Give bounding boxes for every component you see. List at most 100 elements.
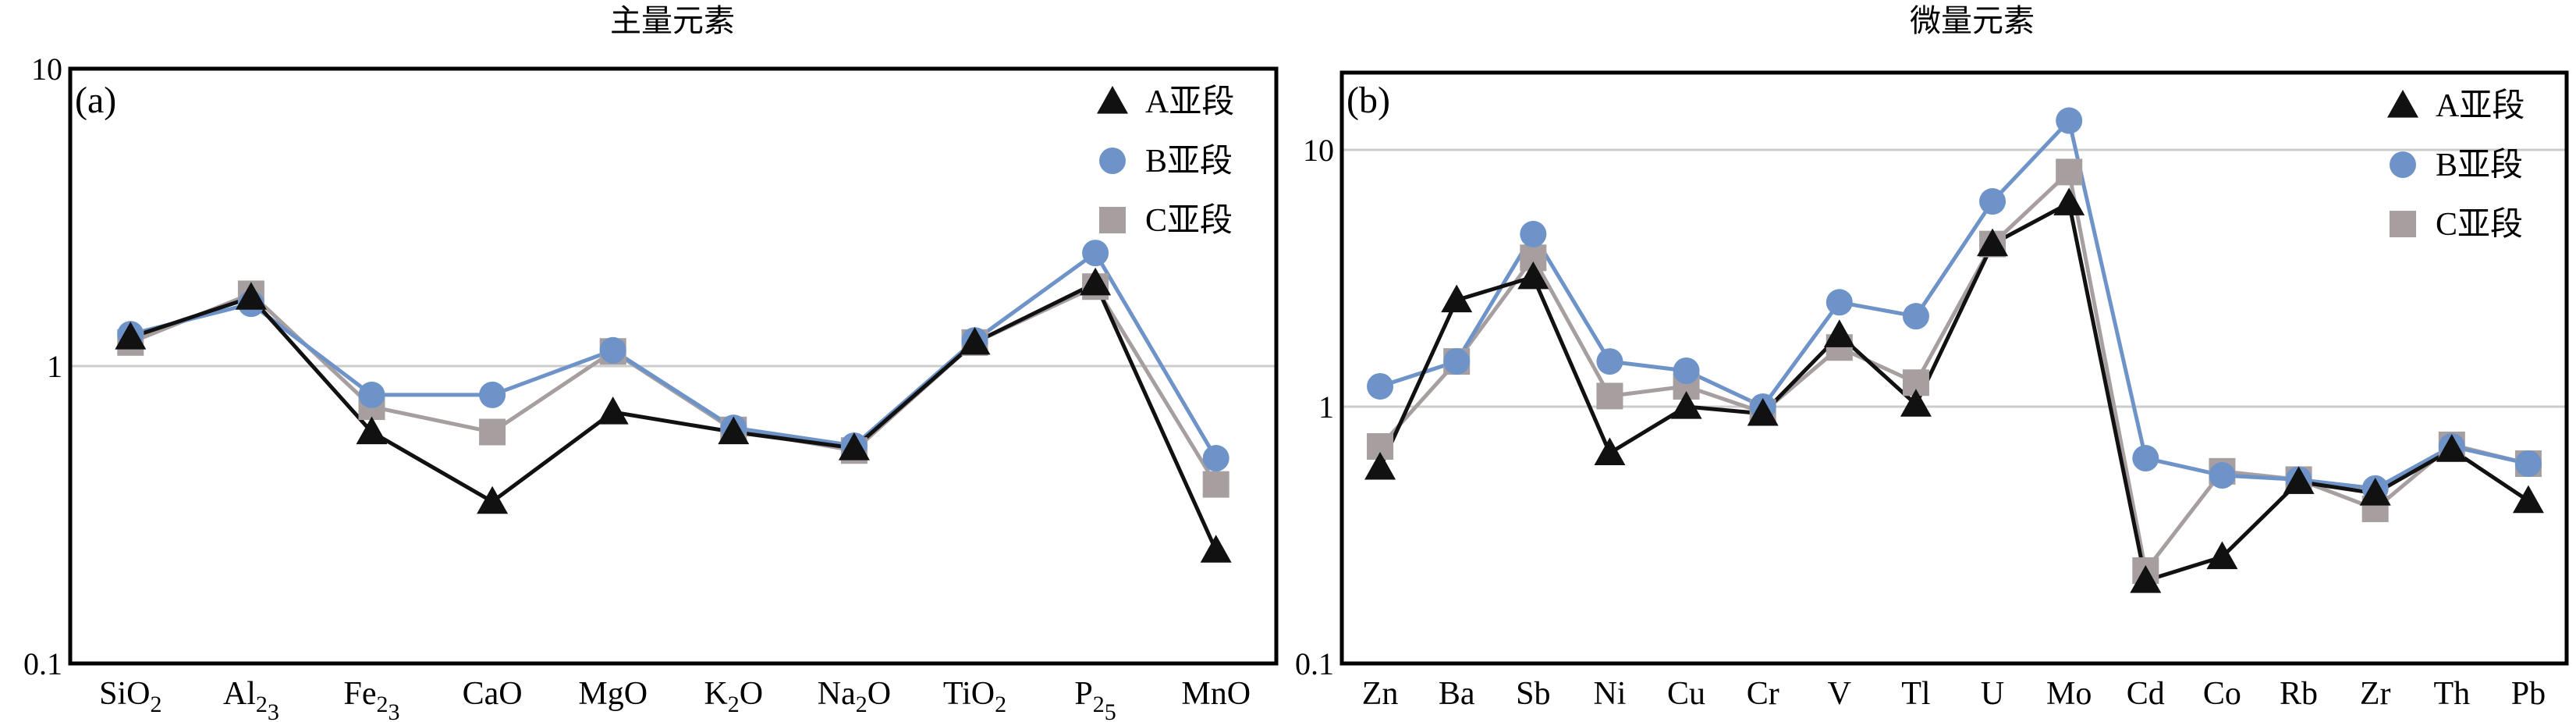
data-point-triangle <box>1080 267 1112 296</box>
panel-a-plot: 0.1 1 10 SiO2 Al23 Fe23 CaO MgO K2O Na2O TiO2 P25 Mn… <box>23 52 1279 722</box>
data-point-triangle <box>1200 535 1232 563</box>
data-point-circle <box>1826 289 1853 316</box>
data-point-triangle <box>2053 187 2085 215</box>
x-tick-label: P25 <box>1074 676 1116 722</box>
x-tick-label: U <box>1981 676 2004 712</box>
data-point-triangle <box>235 282 267 310</box>
data-point-circle <box>2209 462 2236 489</box>
x-tick-label: Th <box>2433 676 2470 712</box>
x-tick-label: TiO2 <box>943 676 1006 717</box>
legend-label: A亚段 <box>2436 86 2525 124</box>
data-point-circle <box>1443 348 1471 375</box>
plot-frame <box>1339 70 2569 666</box>
series-line-triangle <box>1378 201 2530 583</box>
x-tick-label: MnO <box>1181 676 1251 712</box>
x-tick-label: CaO <box>463 676 523 712</box>
data-point-square <box>1202 471 1229 498</box>
data-point-triangle <box>1900 389 1932 417</box>
x-tick-label: Tl <box>1901 676 1930 712</box>
data-point-circle <box>1596 348 1623 375</box>
data-point-circle <box>2132 445 2159 472</box>
data-point-triangle <box>2206 541 2238 570</box>
data-point-circle <box>358 381 385 408</box>
data-point-circle <box>479 381 506 408</box>
x-tick-label: K2O <box>704 676 763 717</box>
series-line-triangle <box>130 281 1218 552</box>
panel-a-title: 主量元素 <box>610 3 735 39</box>
x-tick-label: V <box>1828 676 1851 712</box>
y-tick-label: 1 <box>47 349 62 384</box>
x-tick-label: Rb <box>2280 676 2318 712</box>
data-point-triangle <box>477 485 509 514</box>
legend-marker-circle <box>1099 148 1126 174</box>
legend-label: B亚段 <box>1145 141 1233 180</box>
x-tick-label: Mo <box>2046 676 2092 712</box>
data-point-square <box>1596 382 1623 410</box>
panel-a-label: (a) <box>75 80 116 121</box>
data-point-circle <box>1902 303 1929 330</box>
data-point-triangle <box>2283 466 2315 494</box>
data-point-circle <box>1673 357 1700 384</box>
panel-b-title: 微量元素 <box>1910 3 2035 39</box>
data-point-triangle <box>1594 437 1626 465</box>
series-line-square <box>130 284 1218 485</box>
data-point-circle <box>1520 220 1547 247</box>
x-tick-label: Sb <box>1516 676 1550 712</box>
data-point-circle <box>1202 445 1229 472</box>
data-point-circle <box>2514 450 2542 478</box>
data-point-triangle <box>1977 228 2009 257</box>
data-point-triangle <box>2436 434 2468 462</box>
data-point-circle <box>599 336 626 364</box>
y-tick-label: 1 <box>1318 389 1334 425</box>
y-tick-label: 10 <box>31 52 62 87</box>
legend-label: C亚段 <box>1145 201 1233 239</box>
x-tick-label: SiO2 <box>99 676 161 717</box>
data-point-triangle <box>597 397 629 425</box>
x-tick-label: Ni <box>1593 676 1626 712</box>
y-tick-label: 0.1 <box>1295 646 1334 681</box>
data-point-triangle <box>115 322 147 350</box>
y-tick-label: 0.1 <box>23 646 62 681</box>
data-point-triangle <box>1823 319 1855 347</box>
data-point-triangle <box>2359 477 2391 506</box>
panel-a-major-elements: 主量元素 0.1 1 10 SiO2 Al23 Fe23 CaO MgO K2O Na2O TiO2… <box>23 3 1279 722</box>
x-tick-label: Zr <box>2360 676 2391 712</box>
data-point-circle <box>2056 107 2083 134</box>
legend-marker-square <box>2390 211 2416 237</box>
x-tick-label: Co <box>2203 676 2241 712</box>
x-tick-label: MgO <box>578 676 648 712</box>
x-tick-label: Cu <box>1667 676 1705 712</box>
data-point-triangle <box>1364 451 1396 480</box>
legend-label: C亚段 <box>2436 205 2523 243</box>
plot-frame <box>68 66 1279 666</box>
x-tick-label: Cd <box>2127 676 2165 712</box>
data-point-circle <box>1979 188 2007 215</box>
x-tick-label: Pb <box>2511 676 2546 712</box>
data-point-square <box>479 418 506 446</box>
x-tick-label: Al23 <box>223 676 279 722</box>
legend-label: B亚段 <box>2436 145 2523 183</box>
data-point-triangle <box>2130 564 2162 593</box>
legend-marker-triangle <box>2387 90 2418 118</box>
data-point-triangle <box>838 432 870 461</box>
series-line-square <box>1378 169 2529 573</box>
data-point-triangle <box>1517 261 1549 290</box>
data-point-square <box>2056 158 2083 186</box>
legend-marker-triangle <box>1097 86 1128 114</box>
data-point-circle <box>1367 372 1394 400</box>
x-tick-label: Ba <box>1439 676 1475 712</box>
data-point-triangle <box>718 416 750 445</box>
data-point-triangle <box>1441 284 1473 313</box>
data-point-triangle <box>356 416 388 445</box>
data-point-triangle <box>1670 391 1702 419</box>
panel-b-trace-elements: 微量元素 0.1 1 10 Zn Ba Sb Ni Cu Cr V Tl U Mo Cd Co Rb Zr Th P… <box>1295 3 2569 712</box>
legend-label: A亚段 <box>1145 82 1234 120</box>
y-tick-label: 10 <box>1303 133 1334 168</box>
legend-marker-square <box>1099 207 1126 233</box>
data-point-triangle <box>2512 485 2544 514</box>
x-tick-label: Zn <box>1362 676 1399 712</box>
data-point-circle <box>1082 240 1109 267</box>
x-tick-label: Fe23 <box>344 676 400 722</box>
x-tick-label: Na2O <box>818 676 891 717</box>
